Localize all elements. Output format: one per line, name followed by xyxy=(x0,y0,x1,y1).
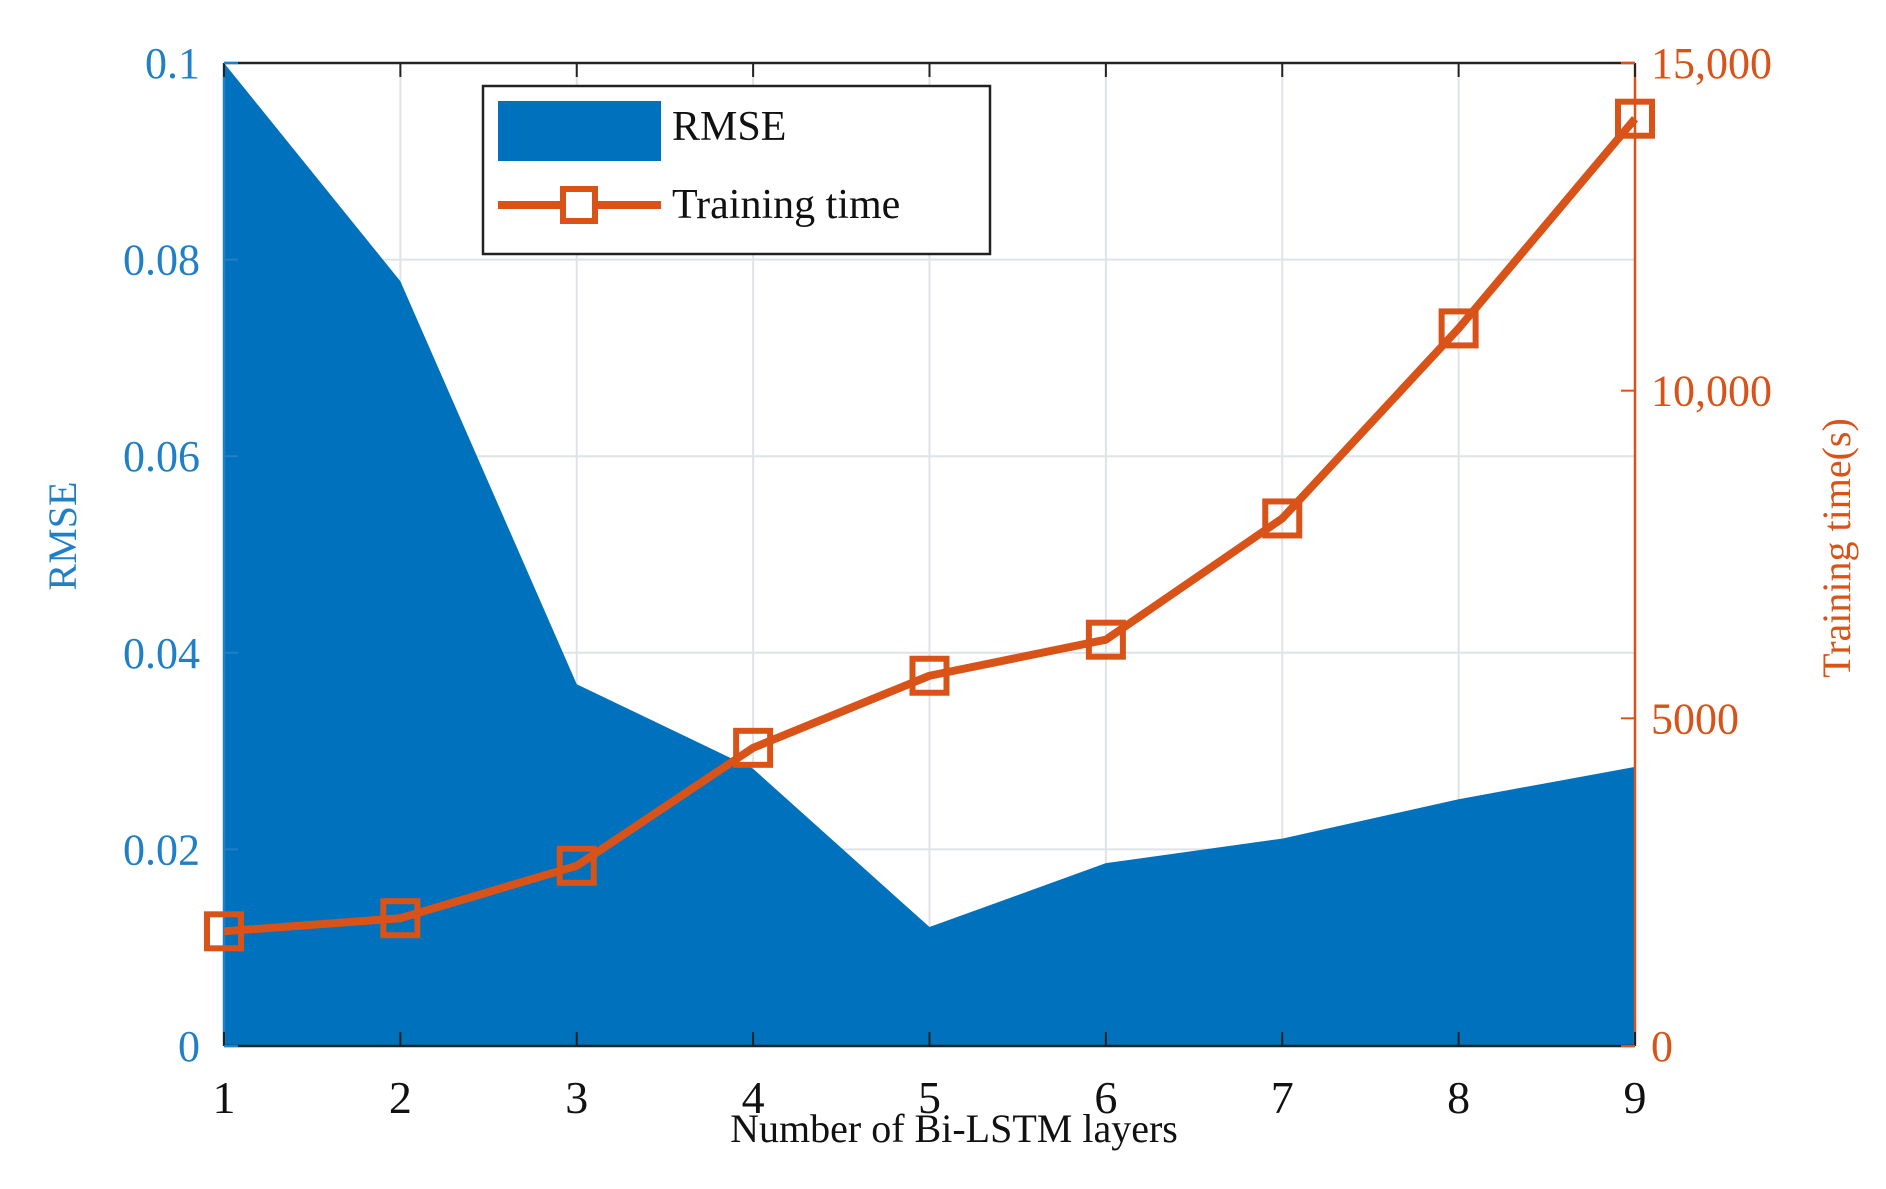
ticks: 1 2 3 4 5 6 7 8 900.020.040.060.080.10500010,000… xyxy=(123,39,1772,1123)
y-axis-label-left: RMSE xyxy=(40,482,85,591)
rmse-area xyxy=(224,63,1635,1046)
rmse-area-layer xyxy=(224,63,1635,1046)
training-time-line xyxy=(223,116,1639,936)
x-tick-label-7: 7 xyxy=(1271,1072,1294,1123)
y-left-tick-label-5: 0.1 xyxy=(145,39,200,88)
training-time-point-8 xyxy=(1438,308,1479,349)
training-time-line-layer xyxy=(204,98,1655,952)
x-tick-label-4: 4 xyxy=(742,1072,765,1123)
legend: RMSE Training time xyxy=(481,84,992,256)
training-time-point-4 xyxy=(733,727,774,768)
y-left-tick-label-4: 0.08 xyxy=(123,236,200,285)
training-time-point-2 xyxy=(380,898,421,939)
y-right-tick-label-1: 5000 xyxy=(1651,694,1739,743)
x-tick-label-6: 6 xyxy=(1094,1072,1117,1123)
y-axis-label-right: Training time(s) xyxy=(1814,418,1859,678)
x-tick-label-5: 5 xyxy=(918,1072,941,1123)
y-left-tick-label-2: 0.04 xyxy=(123,629,200,678)
x-tick-label-1: 1 xyxy=(213,1072,236,1123)
y-right-tick-label-3: 15,000 xyxy=(1651,39,1772,88)
training-time-point-3 xyxy=(556,845,597,886)
y-left-tick-label-3: 0.06 xyxy=(123,432,200,481)
y-left-tick-label-1: 0.02 xyxy=(123,825,200,874)
training-time-point-7 xyxy=(1262,498,1303,539)
training-time-point-1 xyxy=(204,911,244,952)
training-time-point-6 xyxy=(1085,619,1126,660)
x-axis-label: Number of Bi-LSTM layers xyxy=(730,1106,1178,1151)
x-tick-label-8: 8 xyxy=(1447,1072,1470,1123)
legend-rmse-swatch xyxy=(498,101,661,161)
y-right-tick-label-0: 0 xyxy=(1651,1022,1673,1071)
legend-training-time-marker xyxy=(560,186,598,224)
y-left-tick-label-0: 0 xyxy=(178,1022,200,1071)
training-time-point-5 xyxy=(909,655,950,696)
y-right-tick-label-2: 10,000 xyxy=(1651,367,1772,416)
legend-rmse-label: RMSE xyxy=(672,104,786,150)
x-tick-label-9: 9 xyxy=(1624,1072,1647,1123)
legend-training-time-label: Training time xyxy=(672,182,900,228)
training-time-point-9 xyxy=(1615,98,1655,139)
x-tick-label-2: 2 xyxy=(389,1072,412,1123)
x-tick-label-3: 3 xyxy=(565,1072,588,1123)
